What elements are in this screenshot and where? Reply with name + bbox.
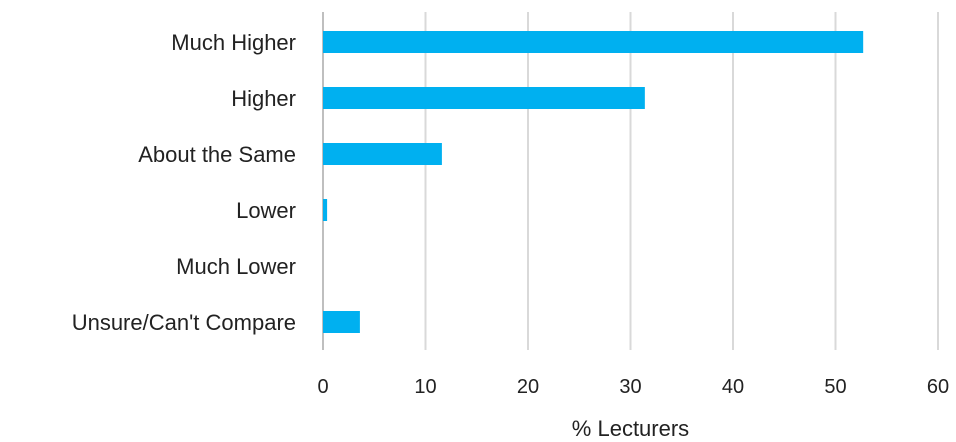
- x-tick-label: 10: [414, 376, 436, 398]
- bar: [323, 87, 645, 109]
- category-label: Much Lower: [176, 254, 296, 279]
- bars: [323, 31, 864, 333]
- category-label: Higher: [231, 86, 296, 111]
- x-tick-label: 20: [517, 376, 539, 398]
- bar: [323, 31, 864, 53]
- category-label: Unsure/Can't Compare: [72, 310, 296, 335]
- x-tick-label: 60: [927, 376, 949, 398]
- bar: [323, 311, 360, 333]
- bar: [323, 199, 328, 221]
- category-label: About the Same: [138, 142, 296, 167]
- category-label: Lower: [236, 198, 296, 223]
- x-axis-title: % Lecturers: [572, 416, 689, 441]
- x-tick-label: 0: [317, 376, 328, 398]
- category-labels: Much Higher Higher About the Same Lower Much…: [72, 30, 296, 335]
- x-tick-labels: 0 10 20 30 40 50 60: [317, 376, 949, 398]
- x-tick-label: 50: [824, 376, 846, 398]
- x-tick-label: 40: [722, 376, 744, 398]
- gridlines: [322, 12, 939, 350]
- bar: [323, 143, 442, 165]
- category-label: Much Higher: [171, 30, 296, 55]
- x-tick-label: 30: [619, 376, 641, 398]
